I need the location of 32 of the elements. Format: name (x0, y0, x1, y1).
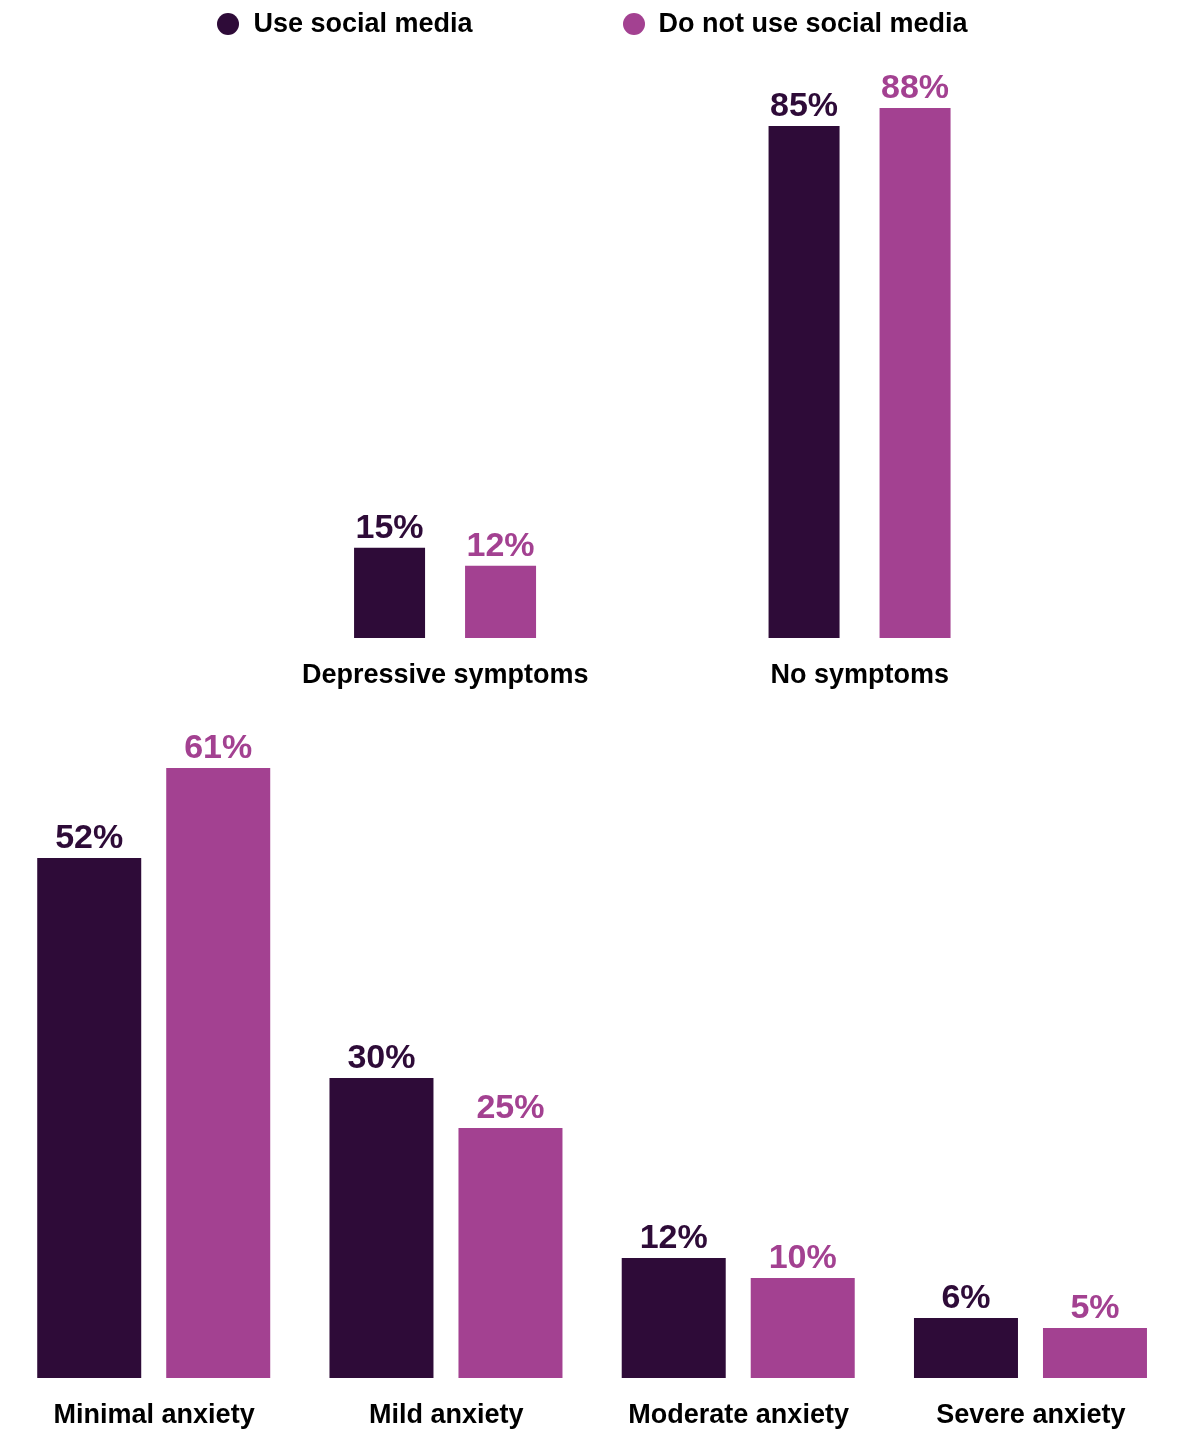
x-tick-label: Moderate anxiety (628, 1399, 849, 1430)
legend-label: Do not use social media (658, 8, 968, 39)
data-label: 12% (639, 1217, 708, 1255)
bar (354, 547, 426, 638)
bar (1042, 1328, 1147, 1378)
bar (458, 1128, 563, 1378)
bar (621, 1258, 726, 1378)
bar (750, 1278, 855, 1378)
bar (37, 858, 142, 1378)
data-label: 52% (55, 817, 124, 855)
data-label: 12% (466, 524, 535, 563)
data-label: 61% (184, 727, 253, 765)
data-label: 6% (941, 1277, 991, 1315)
x-tick-label: Depressive symptoms (301, 659, 589, 690)
data-label: 88% (881, 67, 950, 105)
bar (913, 1318, 1018, 1378)
data-label: 5% (1070, 1287, 1120, 1325)
data-label: 10% (768, 1237, 837, 1275)
x-tick-label: Mild anxiety (369, 1399, 524, 1430)
bar (166, 768, 271, 1378)
data-label: 15% (355, 506, 424, 545)
x-tick-label: No symptoms (770, 659, 950, 690)
data-label: 25% (476, 1087, 545, 1125)
x-tick-label: Severe anxiety (936, 1399, 1126, 1430)
data-label: 85% (770, 85, 839, 124)
bar (465, 565, 537, 638)
bar (879, 108, 951, 638)
data-label: 30% (347, 1037, 416, 1075)
bar (329, 1078, 434, 1378)
bar (768, 126, 840, 638)
x-tick-label: Minimal anxiety (53, 1399, 255, 1430)
legend-label: Use social media (253, 8, 473, 39)
